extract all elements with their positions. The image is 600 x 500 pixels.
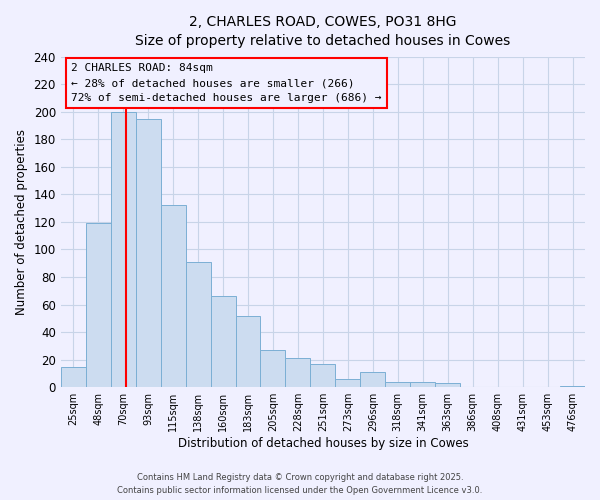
Bar <box>111 112 136 387</box>
Text: Contains HM Land Registry data © Crown copyright and database right 2025.
Contai: Contains HM Land Registry data © Crown c… <box>118 474 482 495</box>
X-axis label: Distribution of detached houses by size in Cowes: Distribution of detached houses by size … <box>178 437 468 450</box>
Bar <box>61 366 86 387</box>
Bar <box>361 372 385 387</box>
Bar <box>560 386 585 387</box>
Bar <box>435 383 460 387</box>
Y-axis label: Number of detached properties: Number of detached properties <box>15 129 28 315</box>
Bar <box>86 224 111 387</box>
Bar <box>185 262 211 387</box>
Bar <box>410 382 435 387</box>
Bar <box>260 350 286 387</box>
Bar <box>286 358 310 387</box>
Bar <box>211 296 236 387</box>
Bar <box>161 206 185 387</box>
Bar <box>136 118 161 387</box>
Title: 2, CHARLES ROAD, COWES, PO31 8HG
Size of property relative to detached houses in: 2, CHARLES ROAD, COWES, PO31 8HG Size of… <box>135 15 511 48</box>
Bar <box>385 382 410 387</box>
Bar <box>310 364 335 387</box>
Bar <box>335 379 361 387</box>
Text: 2 CHARLES ROAD: 84sqm
← 28% of detached houses are smaller (266)
72% of semi-det: 2 CHARLES ROAD: 84sqm ← 28% of detached … <box>71 63 382 103</box>
Bar <box>236 316 260 387</box>
